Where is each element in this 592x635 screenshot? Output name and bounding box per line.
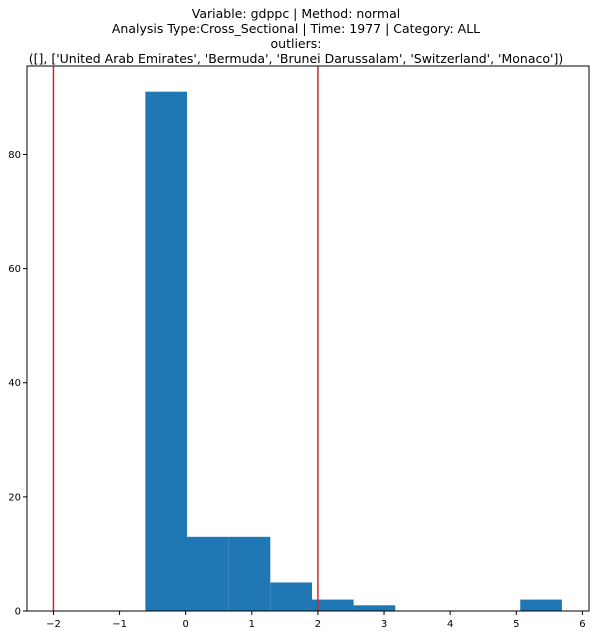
y-axis-ticks: 0 20 40 60 80 (8, 150, 27, 618)
x-tick-label: 0 (182, 619, 188, 630)
y-tick-label: 0 (15, 607, 21, 618)
bars-layer (145, 91, 562, 612)
chart-title-line-1: Variable: gdppc | Method: normal (191, 6, 401, 21)
x-tick-label: 5 (513, 619, 519, 630)
chart-title-line-4: ([], ['United Arab Emirates', 'Bermuda',… (28, 51, 564, 66)
x-tick-label: 6 (579, 619, 585, 630)
axes-frame (26, 65, 590, 612)
histogram-bar (187, 536, 229, 611)
x-tick-label: 2 (315, 619, 321, 630)
y-tick-label: 20 (8, 492, 21, 503)
x-tick-label: 1 (249, 619, 255, 630)
histogram-bar (311, 599, 354, 611)
histogram-bar (520, 599, 562, 611)
histogram-bar (353, 605, 396, 611)
threshold-lines-layer (52, 66, 319, 611)
x-tick-label: 4 (447, 619, 453, 630)
x-axis-ticks: −2 −1 0 1 2 3 4 5 6 (46, 611, 586, 630)
y-tick-label: 80 (8, 150, 21, 161)
x-tick-label: 3 (381, 619, 387, 630)
histogram-bar (270, 582, 312, 611)
chart-title-line-2: Analysis Type:Cross_Sectional | Time: 19… (111, 21, 481, 36)
y-tick-label: 60 (8, 264, 21, 275)
histogram-bar (228, 536, 271, 611)
x-tick-label: −1 (112, 619, 127, 630)
y-tick-label: 40 (8, 378, 21, 389)
histogram-bar (145, 91, 188, 612)
chart-title-line-3: outliers: (270, 36, 322, 51)
x-tick-label: −2 (46, 619, 61, 630)
